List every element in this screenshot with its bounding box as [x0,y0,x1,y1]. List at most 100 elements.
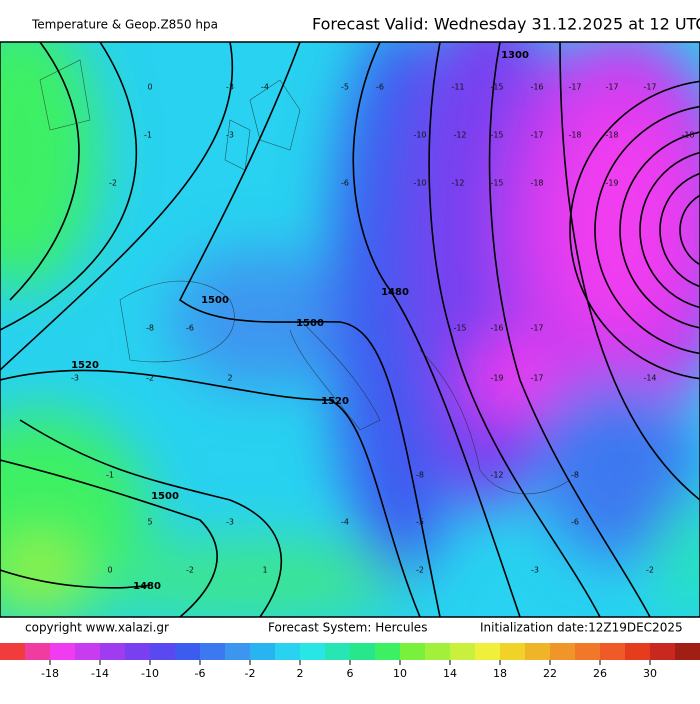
temperature-label: -16 [490,324,503,333]
colorbar-swatch [525,643,551,660]
temperature-label: -14 [643,374,656,383]
temperature-label: -2 [646,566,654,575]
temperature-label: -12 [490,471,503,480]
colorbar-swatch [600,643,626,660]
temperature-label: -15 [453,324,466,333]
colorbar-tick-label: 6 [347,667,354,680]
temperature-label: -16 [530,83,543,92]
forecast-system: Forecast System: Hercules [268,621,427,635]
temperature-label: 1 [262,566,267,575]
colorbar-swatch [650,643,676,660]
temperature-label: -12 [453,131,466,140]
colorbar-swatch [175,643,201,660]
temperature-label: -1 [144,131,152,140]
temperature-label: -17 [643,83,656,92]
colorbar-tick-label: 2 [297,667,304,680]
colorbar-swatch [25,643,51,660]
colorbar-tick-label: 10 [393,667,407,680]
contour-label: 1500 [201,295,229,306]
colorbar-swatch [400,643,426,660]
temperature-label: -18 [568,131,581,140]
colorbar-swatch [625,643,651,660]
temperature-label: 0 [107,566,112,575]
colorbar-swatch [200,643,226,660]
contour-label: 1480 [133,581,161,592]
colorbar-tick-label: 14 [443,667,457,680]
temperature-label: -18 [530,179,543,188]
colorbar-swatch [350,643,376,660]
temperature-label: -8 [416,471,424,480]
temperature-label: -17 [530,131,543,140]
contour-label: 1520 [71,360,99,371]
temperature-label: -4 [341,518,349,527]
forecast-valid: Forecast Valid: Wednesday 31.12.2025 at … [312,15,700,34]
colorbar-swatch [425,643,451,660]
temperature-label: -3 [531,566,539,575]
temperature-label: -15 [490,131,503,140]
temperature-label: -17 [605,83,618,92]
temperature-label: 0 [147,83,152,92]
contour-label: 1480 [381,287,409,298]
colorbar-swatch [50,643,76,660]
colorbar-swatch [0,643,26,660]
colorbar-swatch [250,643,276,660]
colorbar-swatch [325,643,351,660]
colorbar-swatch [225,643,251,660]
temperature-label: 5 [147,518,152,527]
colorbar-swatch [675,643,700,660]
colorbar-tick-label: -6 [195,667,206,680]
colorbar-swatch [475,643,501,660]
temperature-label: -17 [530,374,543,383]
temperature-label: -19 [490,374,503,383]
temperature-label: -3 [226,131,234,140]
temperature-label: -3 [226,518,234,527]
temperature-label: -12 [451,179,464,188]
temperature-label: -18 [681,131,694,140]
map-title: Temperature & Geop.Z850 hpa [31,18,218,32]
temperature-label: 2 [227,374,232,383]
colorbar-swatch [550,643,576,660]
temperature-label: -6 [186,324,194,333]
temperature-label: -5 [416,518,424,527]
colorbar-swatch [125,643,151,660]
colorbar-tick-label: -18 [41,667,59,680]
copyright: copyright www.xalazi.gr [25,621,169,635]
colorbar-tick-label: 18 [493,667,507,680]
colorbar-swatch [500,643,526,660]
colorbar-tick-label: 22 [543,667,557,680]
temperature-label: -2 [109,179,117,188]
colorbar-tick-label: -10 [141,667,159,680]
colorbar-swatch [100,643,126,660]
init-date: Initialization date:12Z19DEC2025 [480,621,683,635]
temperature-label: -10 [413,131,426,140]
temperature-label: -1 [106,471,114,480]
temperature-label: -2 [146,374,154,383]
temperature-label: -5 [341,83,349,92]
colorbar-tick-label: 30 [643,667,657,680]
colorbar-swatch [375,643,401,660]
temperature-label: -4 [261,83,269,92]
temperature-label: -6 [571,518,579,527]
temperature-label: -6 [341,179,349,188]
temperature-label: -17 [530,324,543,333]
colorbar-swatch [275,643,301,660]
temperature-label: -2 [186,566,194,575]
contour-label: 1520 [321,396,349,407]
temperature-label: -15 [490,179,503,188]
colorbar-swatch [75,643,101,660]
temperature-label: -3 [226,83,234,92]
colorbar-tick-label: -14 [91,667,109,680]
temperature-label: -19 [605,179,618,188]
temperature-label: -10 [413,179,426,188]
temperature-label: -8 [571,471,579,480]
contour-label: 1500 [296,318,324,329]
temperature-label: -3 [71,374,79,383]
contour-label: 1500 [151,491,179,502]
temperature-label: -2 [416,566,424,575]
temperature-label: -18 [605,131,618,140]
colorbar-swatch [300,643,326,660]
contour-label: 1300 [501,50,529,61]
colorbar-swatch [150,643,176,660]
